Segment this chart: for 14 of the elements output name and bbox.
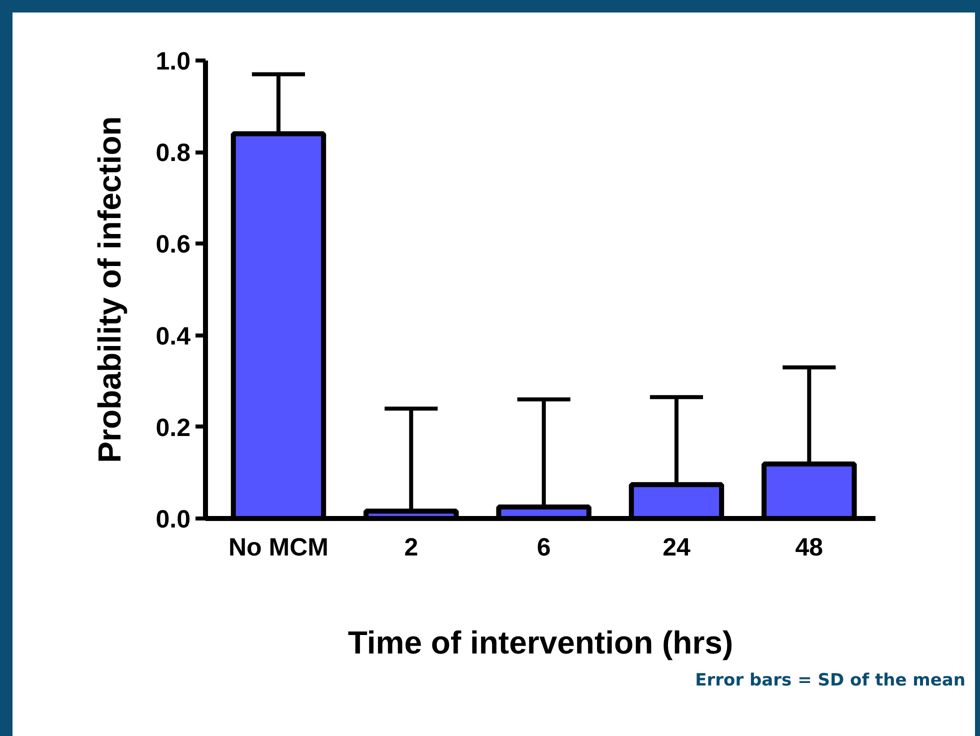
y-tick-label: 0.0 xyxy=(156,506,191,534)
x-tick-label: 2 xyxy=(404,534,418,562)
x-tick-label: 6 xyxy=(536,534,551,562)
y-tick-label: 1.0 xyxy=(156,48,191,76)
y-axis-title: Probability of infection xyxy=(92,116,128,463)
text: Error bars = SD of the mean xyxy=(695,670,966,690)
x-tick-label: No MCM xyxy=(228,534,328,562)
x-tick-label: 48 xyxy=(795,534,824,562)
y-tick-label: 0.2 xyxy=(156,414,191,442)
y-tick-label: 0.4 xyxy=(156,322,191,350)
x-axis-title: Time of intervention (hrs) xyxy=(348,624,734,660)
y-tick-label: 0.8 xyxy=(156,139,191,168)
x-tick-label: 24 xyxy=(662,534,690,562)
y-tick-label: 0.6 xyxy=(156,230,191,259)
